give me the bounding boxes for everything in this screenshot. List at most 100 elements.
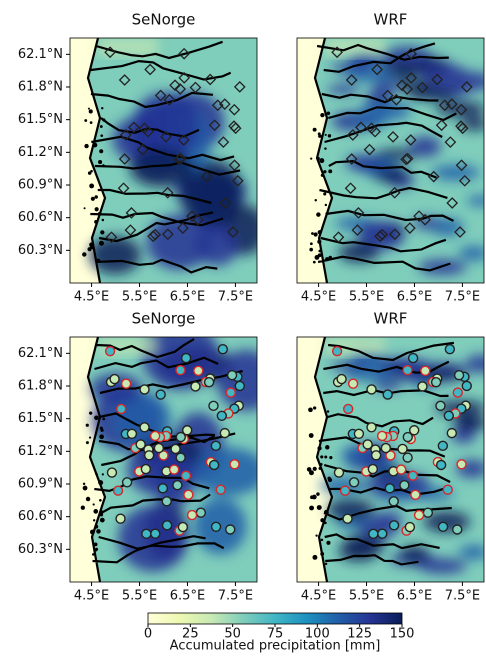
colorbar-tick-label: 75 — [267, 627, 284, 642]
precip-blob — [191, 447, 257, 496]
island — [326, 540, 331, 545]
station-marker — [119, 129, 132, 141]
station-marker — [193, 365, 204, 376]
island — [96, 529, 101, 534]
island — [309, 247, 313, 252]
island — [317, 132, 321, 136]
station-marker — [135, 439, 146, 450]
station-marker — [408, 425, 420, 436]
station-marker — [175, 364, 186, 376]
station-marker — [407, 352, 419, 364]
station-marker — [342, 513, 353, 524]
island — [100, 230, 105, 235]
station-marker — [348, 477, 360, 488]
island — [317, 239, 322, 244]
station-marker — [161, 228, 174, 241]
station-marker — [458, 174, 471, 187]
island — [94, 195, 98, 199]
island — [327, 476, 331, 480]
station-marker — [387, 131, 399, 143]
panel-title: WRF — [374, 11, 408, 29]
station-marker — [362, 439, 373, 450]
station-marker — [437, 521, 449, 533]
station-marker — [219, 427, 231, 439]
station-marker — [200, 170, 213, 183]
precip-blob — [431, 164, 481, 181]
island — [312, 466, 317, 471]
station-marker — [161, 496, 172, 507]
station-marker — [382, 389, 393, 400]
island — [313, 232, 318, 237]
station-marker — [211, 99, 224, 112]
island — [98, 160, 103, 165]
station-marker — [226, 369, 238, 381]
station-marker — [117, 182, 130, 195]
island — [84, 119, 88, 122]
island — [82, 485, 88, 491]
island — [99, 498, 102, 502]
y-tick-label: 62.1°N — [18, 47, 63, 62]
station-marker — [204, 73, 217, 86]
station-marker — [404, 134, 417, 146]
station-marker — [121, 477, 133, 488]
island — [94, 207, 99, 212]
island — [316, 505, 322, 510]
station-marker — [395, 464, 407, 475]
island — [98, 240, 104, 246]
station-marker — [180, 470, 192, 481]
station-marker — [105, 231, 118, 244]
island — [323, 192, 327, 196]
station-marker — [431, 73, 444, 86]
station-marker — [112, 485, 124, 496]
station-marker — [161, 186, 174, 199]
island — [327, 134, 332, 138]
island — [98, 480, 104, 486]
station-marker — [116, 403, 127, 415]
station-marker — [228, 120, 240, 132]
station-marker — [190, 381, 201, 392]
station-marker — [149, 228, 162, 241]
station-marker — [442, 484, 453, 495]
y-tick-label: 60.9°N — [18, 178, 63, 193]
colorbar-tick-label: 25 — [182, 627, 199, 642]
island — [88, 109, 93, 114]
station-marker — [369, 125, 381, 138]
island — [316, 492, 320, 496]
station-marker — [331, 46, 343, 59]
station-marker — [388, 496, 399, 507]
island — [85, 423, 89, 427]
station-marker — [144, 63, 156, 76]
station-marker — [218, 98, 231, 111]
island — [320, 173, 324, 177]
station-marker — [169, 79, 181, 92]
precip-blob — [450, 428, 476, 444]
island — [328, 255, 332, 260]
station-marker — [443, 410, 455, 421]
island — [94, 415, 99, 421]
y-tick-label: 60.6°N — [18, 509, 63, 524]
y-tick-label: 61.5°N — [18, 112, 63, 127]
precip-blob — [129, 147, 194, 188]
station-marker — [234, 380, 245, 392]
island — [310, 157, 313, 160]
island — [326, 111, 331, 116]
island — [92, 519, 96, 522]
x-tick-label: 6.5°E — [397, 589, 432, 604]
station-marker — [178, 47, 190, 60]
station-marker — [456, 459, 467, 470]
precip-blob — [179, 159, 243, 227]
colorbar-tick-label: 125 — [347, 627, 372, 642]
station-marker — [228, 159, 241, 172]
station-marker — [216, 410, 228, 421]
island — [97, 212, 102, 216]
island — [89, 242, 95, 248]
station-marker — [225, 387, 236, 398]
x-tick-label: 4.5°E — [74, 589, 109, 604]
x-tick-label: 7.5°E — [445, 589, 480, 604]
island — [326, 410, 330, 413]
island — [308, 433, 314, 438]
station-marker — [446, 427, 458, 439]
station-marker — [355, 121, 367, 134]
island — [324, 203, 328, 207]
precip-blob — [374, 168, 409, 183]
